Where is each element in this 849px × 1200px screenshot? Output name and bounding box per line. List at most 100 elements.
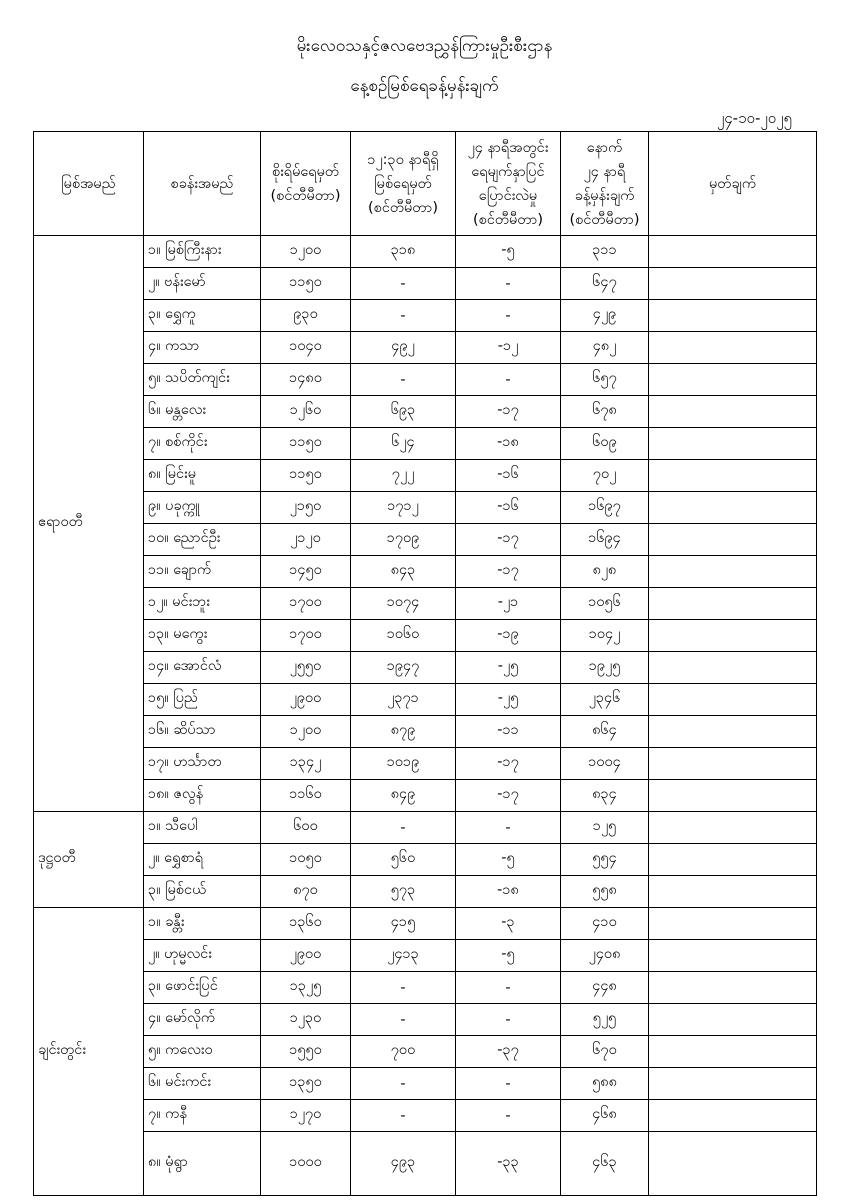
remark-cell [648,811,817,844]
report-date: ၂၄-၁၀-၂၀၂၅ [716,109,792,127]
table-row: ၂။ ရွှေစာရံ ၁၀၅၀ ၅၆၀ -၅ ၅၅၄ [34,843,817,876]
change-cell: - [455,363,561,396]
danger-level-cell: ၆၀၀ [260,811,351,844]
current-level-cell: - [350,1067,456,1100]
change-cell: - [455,971,561,1004]
change-cell: -၅ [455,939,561,972]
station-cell: ၄။ ကသာ [143,331,261,364]
remark-cell [648,747,817,780]
river-level-table: မြစ်အမည် စခန်းအမည် စိုးရိမ်ရေမှတ် (စင်တီ… [33,131,817,1196]
remark-cell [648,683,817,716]
table-row: ၂။ ဗန်းမော် ၁၁၅၀- -၆၄၇ [34,267,817,300]
remark-cell [648,875,817,908]
change-cell: -၁၆ [455,491,561,524]
station-cell: ၃။ ဖောင်းပြင် [143,971,261,1004]
remark-cell [648,491,817,524]
danger-level-cell: ၂၅၅၀ [260,651,351,684]
remark-cell [648,1003,817,1036]
danger-level-cell: ၈၇၀ [260,875,351,908]
current-level-cell: - [350,363,456,396]
table-row: ၈။ မြင်းမူ ၁၁၅၀ ၇၂၂ -၁၆ ၇၀၂ [34,459,817,492]
table-row: ၅။ သပိတ်ကျင်း ၁၄၈၀- -၆၅၇ [34,363,817,396]
remark-cell [648,619,817,652]
danger-level-cell: ၁၁၅၀ [260,459,351,492]
station-cell: ၁၈။ ဇလွန် [143,779,261,812]
station-cell: ၇။ ကနီ [143,1099,261,1132]
table-row: ချင်းတွင်း ၁။ ခန္တီး ၁၃၆၀ ၄၁၅ -၃ ၄၁၀ [33,907,817,1196]
danger-level-cell: ၁၁၅၀ [260,267,351,300]
danger-level-cell: ၁၂၆၀ [260,395,351,428]
current-level-cell: ၆၂၄ [350,427,456,460]
current-level-cell: ၈၄၃ [350,555,456,588]
danger-level-cell: ၁၃၂၅ [260,971,351,1004]
change-cell: -၁၉ [455,619,561,652]
current-level-cell: ၂၃၇၁ [350,683,456,716]
remark-cell [648,843,817,876]
table-row: ၇။ ကနီ ၁၂၇၀- -၄၆၈ [34,1099,817,1132]
forecast-cell: ၄၆၈ [560,1099,649,1132]
station-cell: ၈။ မုံရွာ [143,1131,261,1196]
station-cell: ၁၄။ အောင်လံ [143,651,261,684]
col-header-river-name: မြစ်အမည် [33,131,144,236]
current-level-cell: ၇၂၂ [350,459,456,492]
remark-cell [648,779,817,812]
change-cell: -၁၈ [455,875,561,908]
current-level-cell: ၅၆၀ [350,843,456,876]
station-cell: ၃။ မြစ်ငယ် [143,875,261,908]
remark-cell [648,1131,817,1196]
forecast-cell: ၄၁၀ [560,907,649,940]
remark-cell [648,1099,817,1132]
forecast-cell: ၈၆၄ [560,715,649,748]
river-name-cell: ဒုဋ္ဌဝတီ [33,811,144,908]
forecast-cell: ၁၆၉၄ [560,523,649,556]
danger-level-cell: ၁၂၃၀ [260,1003,351,1036]
table-row: ဧရာဝတီ ၁။ မြစ်ကြီးနား ၁၂၀၀ ၃၁၈ -၅ ၃၁၁ [33,235,817,812]
table-row: ဒုဋ္ဌဝတီ ၁။ သီပေါ ၆၀၀- -၁၂၅ [33,811,817,908]
remark-cell [648,523,817,556]
station-cell: ၂။ ရွှေစာရံ [143,843,261,876]
danger-level-cell: ၂၁၂၀ [260,523,351,556]
forecast-cell: ၆၇၀ [560,1035,649,1068]
document-subtitle: နေ့စဉ်မြစ်ရေခန့်မှန်းချက် [350,76,499,96]
forecast-cell: ၆၅၇ [560,363,649,396]
remark-cell [648,1067,817,1100]
change-cell: -၂၁ [455,587,561,620]
table-row: ၅။ ကလေးဝ ၁၅၅၀ ၇၀၀ -၃၇ ၆၇၀ [34,1035,817,1068]
station-cell: ၅။ ကလေးဝ [143,1035,261,1068]
table-row: ၁၀။ ညောင်ဦး ၂၁၂၀ ၁၇၀၉ -၁၇ ၁၆၉၄ [34,523,817,556]
change-cell: -၃၃ [455,1131,561,1196]
change-cell: -၅ [455,235,561,268]
station-cell: ၈။ မြင်းမူ [143,459,261,492]
col-header-current-level: ၁၂:၃၀ နာရီရှိ မြစ်ရေမှတ် (စင်တီမီတာ) [350,131,456,236]
station-cell: ၁၅။ ပြည် [143,683,261,716]
current-level-cell: ၄၉၂ [350,331,456,364]
table-row: ၆။ မန္တလေး ၁၂၆၀ ၆၉၃ -၁၇ ၆၇၈ [34,395,817,428]
remark-cell [648,715,817,748]
current-level-cell: ၁၀၇၄ [350,587,456,620]
table-body: ဧရာဝတီ ၁။ မြစ်ကြီးနား ၁၂၀၀ ၃၁၈ -၅ ၃၁၁ ၂။ ဗန်းမ… [33,235,817,1196]
change-cell: -၂၅ [455,683,561,716]
current-level-cell: ၆၉၃ [350,395,456,428]
table-row: ၁၈။ ဇလွန် ၁၁၆၀ ၈၄၉ -၁၇ ၈၃၄ [34,779,817,812]
table-row: ၆။ မင်းကင်း ၁၃၅၀- -၅၈၈ [34,1067,817,1100]
danger-level-cell: ၁၀၅၀ [260,843,351,876]
forecast-cell: ၆၀၉ [560,427,649,460]
header-row: မြစ်အမည် စခန်းအမည် စိုးရိမ်ရေမှတ် (စင်တီ… [33,131,817,236]
title-block: မိုးလေဝသနှင့်ဇလဗေဒညွှန်ကြားမှုဦးစီးဌာန န… [0,0,849,106]
danger-level-cell: ၁၄၅၀ [260,555,351,588]
current-level-cell: - [350,267,456,300]
forecast-cell: ၇၀၂ [560,459,649,492]
forecast-cell: ၂၃၄၆ [560,683,649,716]
forecast-cell: ၈၃၄ [560,779,649,812]
change-cell: - [455,1067,561,1100]
river-name-cell: ချင်းတွင်း [33,907,144,1196]
river-name-cell: ဧရာဝတီ [33,235,144,812]
current-level-cell: - [350,971,456,1004]
forecast-cell: ၃၁၁ [560,235,649,268]
remark-cell [648,363,817,396]
danger-level-cell: ၁၀၄၀ [260,331,351,364]
remark-cell [648,907,817,940]
change-cell: - [455,267,561,300]
danger-level-cell: ၁၃၄၂ [260,747,351,780]
current-level-cell: ၈၄၉ [350,779,456,812]
